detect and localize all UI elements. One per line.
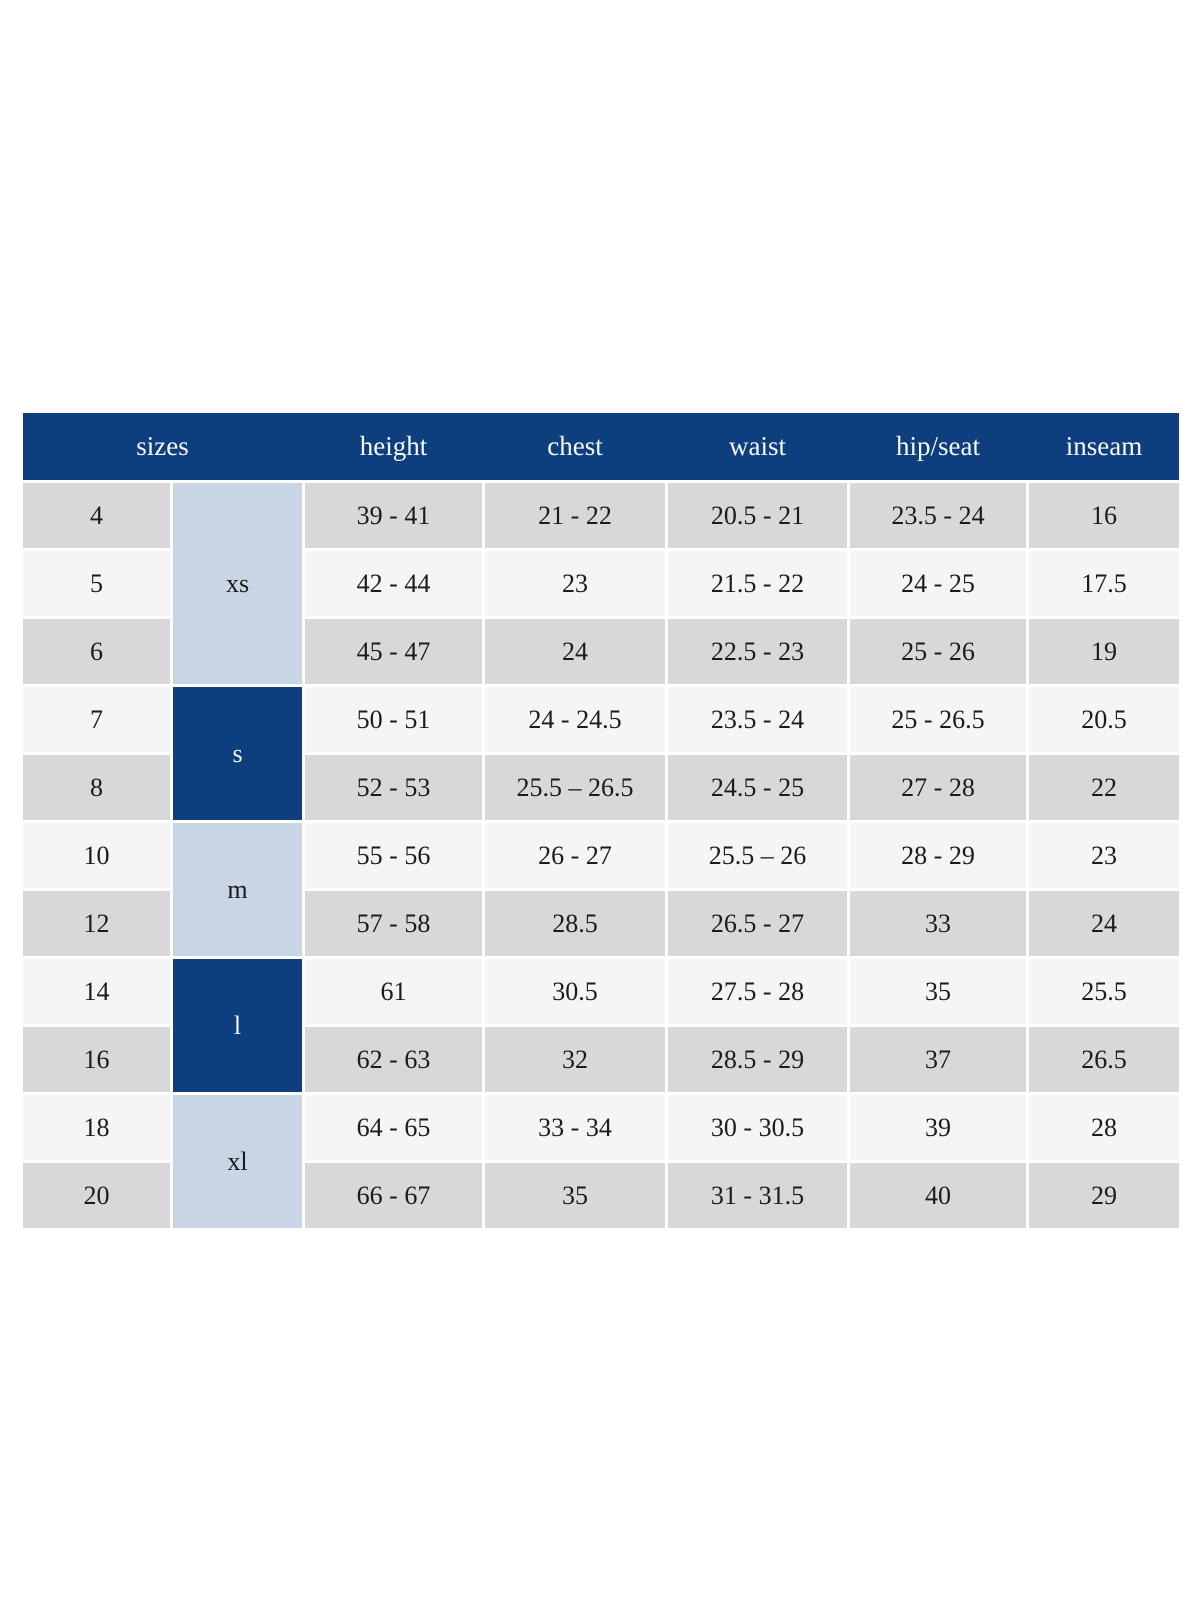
height-cell-16: 62 - 63 xyxy=(305,1027,482,1092)
inseam-cell-8: 22 xyxy=(1029,755,1179,820)
group-cell-s: s xyxy=(173,687,302,820)
size-cell-7: 7 xyxy=(23,687,170,752)
waist-cell-10: 25.5 – 26 xyxy=(668,823,847,888)
waist-cell-4: 20.5 - 21 xyxy=(668,483,847,548)
chest-cell-12: 28.5 xyxy=(485,891,665,956)
inseam-cell-6: 19 xyxy=(1029,619,1179,684)
chest-cell-8: 25.5 – 26.5 xyxy=(485,755,665,820)
group-cell-xl: xl xyxy=(173,1095,302,1228)
table-header-row: sizes height chest waist hip/seat inseam xyxy=(23,413,1179,480)
waist-cell-14: 27.5 - 28 xyxy=(668,959,847,1024)
hip-seat-cell-6: 25 - 26 xyxy=(850,619,1026,684)
hip-seat-cell-20: 40 xyxy=(850,1163,1026,1228)
chest-cell-14: 30.5 xyxy=(485,959,665,1024)
hip-seat-cell-14: 35 xyxy=(850,959,1026,1024)
chest-cell-16: 32 xyxy=(485,1027,665,1092)
hip-seat-cell-7: 25 - 26.5 xyxy=(850,687,1026,752)
waist-cell-20: 31 - 31.5 xyxy=(668,1163,847,1228)
inseam-cell-20: 29 xyxy=(1029,1163,1179,1228)
chest-cell-10: 26 - 27 xyxy=(485,823,665,888)
waist-cell-18: 30 - 30.5 xyxy=(668,1095,847,1160)
inseam-cell-7: 20.5 xyxy=(1029,687,1179,752)
size-cell-14: 14 xyxy=(23,959,170,1024)
waist-cell-7: 23.5 - 24 xyxy=(668,687,847,752)
hip-seat-cell-4: 23.5 - 24 xyxy=(850,483,1026,548)
inseam-cell-4: 16 xyxy=(1029,483,1179,548)
inseam-cell-10: 23 xyxy=(1029,823,1179,888)
inseam-cell-14: 25.5 xyxy=(1029,959,1179,1024)
size-cell-6: 6 xyxy=(23,619,170,684)
chest-cell-20: 35 xyxy=(485,1163,665,1228)
inseam-cell-18: 28 xyxy=(1029,1095,1179,1160)
inseam-cell-12: 24 xyxy=(1029,891,1179,956)
header-waist: waist xyxy=(729,431,786,461)
size-cell-20: 20 xyxy=(23,1163,170,1228)
size-cell-10: 10 xyxy=(23,823,170,888)
chest-cell-4: 21 - 22 xyxy=(485,483,665,548)
header-inseam: inseam xyxy=(1065,431,1143,461)
chest-cell-18: 33 - 34 xyxy=(485,1095,665,1160)
size-cell-16: 16 xyxy=(23,1027,170,1092)
inseam-cell-16: 26.5 xyxy=(1029,1027,1179,1092)
group-cell-m: m xyxy=(173,823,302,956)
chest-cell-6: 24 xyxy=(485,619,665,684)
hip-seat-cell-18: 39 xyxy=(850,1095,1026,1160)
header-height: height xyxy=(359,431,428,461)
size-cell-5: 5 xyxy=(23,551,170,616)
hip-seat-cell-8: 27 - 28 xyxy=(850,755,1026,820)
waist-cell-5: 21.5 - 22 xyxy=(668,551,847,616)
height-cell-14: 61 xyxy=(305,959,482,1024)
height-cell-20: 66 - 67 xyxy=(305,1163,482,1228)
size-cell-4: 4 xyxy=(23,483,170,548)
header-hip-seat: hip/seat xyxy=(896,431,980,461)
chest-cell-7: 24 - 24.5 xyxy=(485,687,665,752)
size-cell-8: 8 xyxy=(23,755,170,820)
height-cell-10: 55 - 56 xyxy=(305,823,482,888)
table-body: 4 xs 39 - 41 21 - 22 20.5 - 21 23.5 - 24 16 5 42… xyxy=(23,483,1179,1228)
height-cell-7: 50 - 51 xyxy=(305,687,482,752)
hip-seat-cell-5: 24 - 25 xyxy=(850,551,1026,616)
height-cell-4: 39 - 41 xyxy=(305,483,482,548)
hip-seat-cell-16: 37 xyxy=(850,1027,1026,1092)
height-cell-8: 52 - 53 xyxy=(305,755,482,820)
header-sizes: sizes xyxy=(136,431,189,461)
height-cell-6: 45 - 47 xyxy=(305,619,482,684)
size-chart-table: sizes height chest waist hip/seat inseam… xyxy=(23,413,1179,1228)
size-cell-18: 18 xyxy=(23,1095,170,1160)
group-cell-xs: xs xyxy=(173,483,302,684)
size-cell-12: 12 xyxy=(23,891,170,956)
inseam-cell-5: 17.5 xyxy=(1029,551,1179,616)
height-cell-18: 64 - 65 xyxy=(305,1095,482,1160)
height-cell-12: 57 - 58 xyxy=(305,891,482,956)
waist-cell-12: 26.5 - 27 xyxy=(668,891,847,956)
hip-seat-cell-12: 33 xyxy=(850,891,1026,956)
group-cell-l: l xyxy=(173,959,302,1092)
waist-cell-8: 24.5 - 25 xyxy=(668,755,847,820)
hip-seat-cell-10: 28 - 29 xyxy=(850,823,1026,888)
height-cell-5: 42 - 44 xyxy=(305,551,482,616)
chest-cell-5: 23 xyxy=(485,551,665,616)
waist-cell-16: 28.5 - 29 xyxy=(668,1027,847,1092)
header-chest: chest xyxy=(547,431,603,461)
waist-cell-6: 22.5 - 23 xyxy=(668,619,847,684)
